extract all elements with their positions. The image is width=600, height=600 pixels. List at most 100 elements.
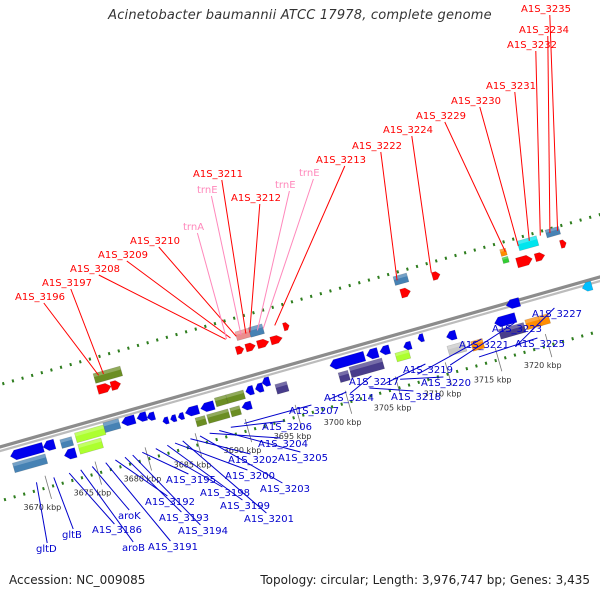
gene-feature [244, 342, 256, 353]
bottom-gene-label: gltD [36, 544, 57, 555]
gene-shape [42, 438, 57, 451]
gene-shape [515, 254, 533, 269]
bottom-label-leader [349, 375, 372, 394]
gene-shape [146, 411, 157, 421]
gene-shape [399, 287, 411, 299]
gene-shape [329, 350, 367, 370]
gene-highlight [12, 453, 47, 467]
gene-highlight [248, 323, 263, 332]
bottom-label-leader [230, 420, 285, 428]
gene-feature [337, 369, 351, 383]
gene-shape [516, 235, 540, 252]
gene-feature [329, 350, 367, 370]
top-gene-label: A1S_3224 [383, 125, 433, 136]
bottom-label-leader [68, 472, 115, 525]
bottom-label-leader [124, 456, 182, 513]
gene-feature [206, 408, 231, 424]
bottom-label-leader [328, 391, 347, 400]
bottom-gene-label: A1S_3207 [289, 406, 339, 417]
top-gene-label: A1S_3208 [70, 264, 120, 275]
gene-feature [505, 297, 522, 309]
top-label-leader [249, 203, 261, 333]
gene-feature [121, 414, 137, 427]
gene-shape [533, 252, 546, 263]
bottom-gene-label: A1S_3191 [148, 542, 198, 553]
gene-feature [392, 272, 410, 286]
bottom-label-leader [105, 462, 171, 542]
gene-feature [515, 254, 533, 269]
bottom-gene-label: A1S_3195 [166, 475, 216, 486]
gene-feature [63, 447, 78, 460]
bottom-label-leader [155, 448, 223, 488]
gene-feature [96, 382, 112, 395]
gene-shape [170, 414, 178, 423]
gene-feature [274, 380, 290, 395]
gene-shape [234, 345, 245, 356]
gene-feature [499, 247, 508, 257]
kbp-tick [444, 362, 453, 386]
bottom-label-leader [53, 477, 74, 530]
gene-features [9, 225, 594, 474]
gene-shape [63, 447, 78, 460]
gene-feature [559, 239, 567, 249]
gene-shape [261, 376, 272, 387]
gene-highlight [538, 313, 549, 320]
kbp-tick-label: 3700 kbp [324, 418, 362, 427]
gene-highlight [206, 408, 229, 418]
bottom-gene-label: A1S_3205 [278, 453, 328, 464]
gene-feature [42, 438, 57, 451]
gene-shape [348, 357, 385, 379]
gene-feature [516, 235, 540, 252]
bottom-label-leader [219, 430, 301, 453]
gene-shape [269, 335, 283, 346]
gene-highlight [545, 226, 560, 233]
gene-shape [559, 239, 567, 249]
gene-highlight [93, 366, 121, 378]
bottom-label-leader [384, 363, 426, 385]
kbp-tick-label: 3685 kbp [174, 460, 212, 469]
gene-feature [136, 411, 149, 422]
gene-feature [261, 376, 272, 387]
gene-shape [505, 297, 522, 309]
gene-highlight [516, 235, 538, 245]
top-label-leader [196, 232, 228, 340]
top-label-leader [549, 14, 559, 231]
gene-feature [269, 335, 283, 346]
top-label-leader [444, 121, 506, 252]
gene-feature [446, 341, 468, 357]
gene-highlight [225, 389, 244, 398]
bottom-label-leader [167, 444, 243, 501]
bottom-gene-label: A1S_3202 [228, 455, 278, 466]
gene-shape [544, 225, 562, 239]
top-label-leader [256, 190, 290, 331]
forward-strand-guide [0, 213, 600, 387]
gene-highlight [74, 424, 105, 437]
bottom-gene-label: A1S_3201 [244, 514, 294, 525]
gene-shape [581, 280, 594, 292]
gene-feature [234, 345, 245, 356]
bottom-label-leader [132, 454, 201, 526]
topology-label: Topology: circular; Length: 3,976,747 bp… [260, 573, 590, 587]
gene-feature [102, 418, 122, 433]
gene-highlight [194, 415, 206, 422]
kbp-tick [344, 390, 353, 414]
top-label-leader [126, 260, 231, 339]
gene-highlight [229, 405, 241, 412]
kbp-tick-label: 3690 kbp [224, 446, 262, 455]
bottom-label-leader [244, 404, 312, 424]
top-gene-label: A1S_3213 [316, 155, 366, 166]
gene-shape [136, 411, 149, 422]
accession-label: Accession: NC_009085 [9, 573, 146, 587]
gene-feature [109, 380, 122, 391]
top-label-leader [70, 288, 104, 375]
gene-feature [194, 415, 208, 428]
gene-highlight [524, 315, 542, 324]
bottom-label-leader [515, 307, 555, 347]
gene-feature [9, 441, 45, 461]
bottom-gene-label: A1S_3225 [515, 339, 565, 350]
bottom-label-leader [190, 438, 251, 455]
top-gene-label: A1S_3235 [521, 4, 571, 15]
backbone-line [0, 279, 600, 453]
bottom-label-leader [478, 337, 538, 358]
